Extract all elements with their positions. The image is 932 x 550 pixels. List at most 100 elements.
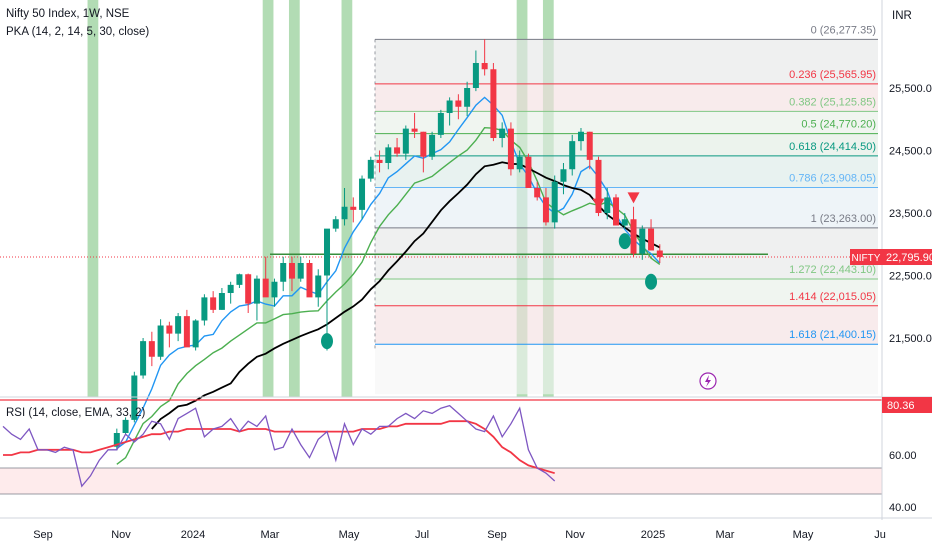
candle-body — [271, 281, 278, 298]
candle-body — [394, 147, 401, 154]
candle-body — [288, 263, 295, 279]
fib-zone-band — [375, 305, 878, 345]
candle-body — [420, 131, 427, 157]
candle-body — [411, 128, 418, 132]
candle-body — [481, 63, 488, 70]
candle-body — [656, 250, 663, 258]
candle-body — [455, 100, 462, 107]
x-axis-label: May — [339, 529, 360, 541]
candle-body — [402, 128, 409, 154]
candle-body — [175, 316, 182, 334]
signal-dot — [618, 233, 631, 250]
signal-dot — [645, 273, 658, 290]
candle-body — [306, 263, 313, 298]
candle-body — [648, 228, 655, 251]
rsi-axis-label: 60.00 — [889, 450, 917, 462]
lightning-icon — [699, 372, 717, 390]
price-tag: NIFTY 22,795.90 — [850, 249, 932, 266]
fib-zone-band — [375, 133, 878, 156]
y-axis-label: 24,500.00 — [889, 146, 932, 158]
candle-body — [210, 297, 217, 310]
signal-dot — [321, 333, 334, 350]
indicator-title: PKA (14, 2, 14, 5, 30, close) — [6, 26, 150, 38]
ma-mid-line — [116, 126, 661, 465]
candle-body — [245, 274, 252, 304]
price-tag-value: 22,795.90 — [886, 252, 932, 264]
fib-level-label: 0.618 (24,414.50) — [789, 141, 876, 153]
fib-zone-band — [375, 39, 878, 84]
fib-level-label: 1.618 (21,400.15) — [789, 329, 876, 341]
signal-triangle-down — [592, 198, 605, 210]
candle-body — [253, 278, 260, 304]
candle-body — [639, 228, 646, 254]
x-axis-label: Mar — [716, 529, 735, 541]
y-axis-label: 21,500.00 — [889, 333, 932, 345]
candle-body — [534, 188, 541, 198]
rsi-band — [0, 468, 882, 494]
candle-body — [280, 263, 287, 282]
candle-body — [499, 128, 506, 138]
rsi-tag-value: 80.36 — [887, 400, 915, 412]
rsi-title: RSI (14, close, EMA, 33, 2) — [6, 407, 146, 419]
y-axis-label: 25,500.00 — [889, 83, 932, 95]
candle-body — [157, 325, 164, 357]
candle-body — [525, 156, 532, 188]
x-axis-label: Ju — [874, 529, 886, 541]
candle-body — [630, 219, 637, 254]
candle-body — [551, 181, 558, 223]
x-axis-label: Mar — [261, 529, 280, 541]
candle-body — [166, 325, 173, 334]
fib-level-label: 0.382 (25,125.85) — [789, 96, 876, 108]
candle-body — [183, 316, 190, 348]
x-axis-label: Jul — [415, 529, 429, 541]
candle-body — [113, 433, 120, 447]
signal-triangle-down — [627, 192, 640, 204]
rsi-axis-label: 40.00 — [889, 502, 917, 514]
candle-body — [604, 197, 611, 213]
candle-body — [201, 297, 208, 321]
candle-body — [341, 206, 348, 220]
x-axis-label: Nov — [565, 529, 585, 541]
candle-body — [490, 69, 497, 138]
x-axis-label: Sep — [487, 529, 507, 541]
highlight-band — [341, 0, 353, 397]
symbol-title: Nifty 50 Index, 1W, NSE — [6, 8, 130, 20]
y-axis-label: 23,500.00 — [889, 208, 932, 220]
candle-body — [140, 341, 147, 376]
candle-body — [595, 159, 602, 213]
candle-body — [577, 131, 584, 142]
highlight-band — [87, 0, 99, 397]
fib-level-label: 0.236 (25,565.95) — [789, 69, 876, 81]
candle-body — [376, 159, 383, 163]
x-axis-label: Nov — [111, 529, 131, 541]
candle-body — [586, 131, 593, 160]
candle-body — [472, 63, 479, 88]
highlight-band — [288, 0, 300, 397]
price-tag-symbol-bg — [850, 249, 882, 266]
price-tag-symbol: NIFTY — [852, 253, 881, 264]
candle-body — [621, 219, 628, 226]
candle-body — [315, 275, 322, 298]
candle-body — [332, 219, 339, 229]
candle-body — [613, 197, 620, 226]
candle-body — [227, 284, 234, 293]
candle-body — [446, 100, 453, 113]
candle-body — [516, 156, 523, 170]
candle-body — [507, 128, 514, 170]
candle-body — [131, 375, 138, 420]
candle-body — [236, 274, 243, 285]
candle-body — [385, 147, 392, 163]
lightning-icon-bolt — [705, 375, 711, 387]
ma-fast-line — [116, 96, 661, 450]
x-axis-label: Sep — [33, 529, 53, 541]
candle-body — [437, 113, 444, 135]
fib-level-label: 1 (23,263.00) — [811, 213, 876, 225]
rsi-tag-bg — [882, 397, 932, 413]
rsi-ma-line — [3, 420, 555, 475]
candle-body — [464, 88, 471, 107]
currency-label: INR — [892, 10, 912, 22]
fib-zone-band — [375, 111, 878, 134]
price-tag-value-bg — [882, 249, 932, 266]
candle-body — [429, 134, 436, 157]
